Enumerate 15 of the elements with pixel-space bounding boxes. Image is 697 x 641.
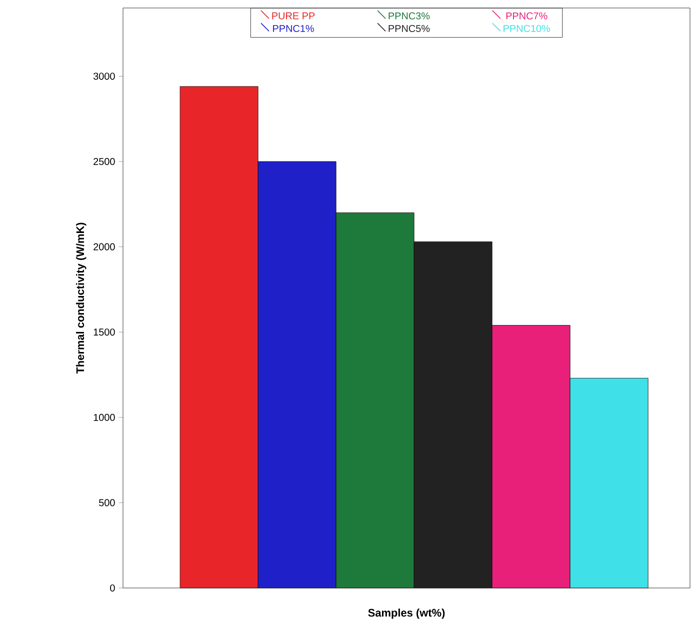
y-axis-title: Thermal conductivity (W/mK) xyxy=(76,222,86,374)
y-tick-label: 0 xyxy=(110,584,115,592)
y-tick-label: 2500 xyxy=(94,158,115,166)
legend-label: PPNC7% xyxy=(506,12,548,20)
y-tick-label: 2000 xyxy=(94,243,115,250)
y-tick-label: 3000 xyxy=(93,72,115,80)
legend-label: PPNC5% xyxy=(388,24,430,32)
legend-label: PPNC1% xyxy=(273,24,314,32)
legend-label: PPNC3% xyxy=(388,12,430,20)
y-tick-label: 1000 xyxy=(94,414,115,421)
x-axis-title: Samples (wt%) xyxy=(368,608,445,619)
legend-label: PPNC10% xyxy=(504,24,550,32)
y-tick-label: 500 xyxy=(99,499,115,506)
legend-label: PURE PP xyxy=(272,12,315,20)
y-tick-label: 1500 xyxy=(94,328,115,336)
